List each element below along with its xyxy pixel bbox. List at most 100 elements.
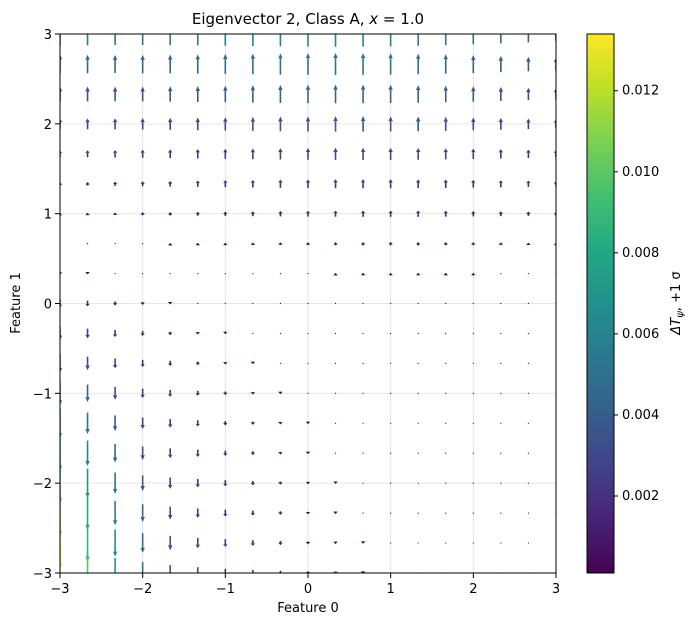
quiver-arrow	[85, 356, 90, 371]
quiver-arrow	[417, 362, 419, 365]
quiver-arrow	[417, 34, 419, 46]
quiver-arrow	[362, 422, 364, 424]
quiver-arrow	[500, 452, 502, 454]
quiver-arrow	[472, 452, 474, 454]
quiver-arrow	[85, 150, 90, 158]
quiver-arrow	[195, 537, 200, 549]
quiver-arrow	[360, 147, 366, 160]
quiver-arrow	[140, 417, 145, 430]
quiver-arrow	[390, 422, 392, 424]
quiver-arrow	[250, 53, 256, 75]
quiver-arrow	[445, 542, 447, 544]
quiver-arrow	[278, 84, 283, 103]
x-tick-label: 2	[469, 582, 477, 597]
quiver-arrow	[415, 116, 421, 132]
quiver-arrow	[252, 332, 254, 335]
quiver-arrow	[112, 301, 118, 306]
quiver-arrow	[333, 179, 338, 189]
quiver-arrow	[60, 326, 63, 341]
quiver-arrow	[415, 241, 421, 246]
quiver-arrow	[362, 452, 364, 454]
quiver-arrow	[389, 34, 392, 47]
quiver-arrow	[112, 443, 118, 463]
quiver-arrow	[223, 242, 228, 246]
quiver-arrow	[223, 539, 228, 547]
x-tick-label: 1	[387, 582, 395, 597]
quiver-arrow	[168, 535, 173, 551]
quiver-arrow	[444, 34, 447, 46]
quiver-arrow	[168, 360, 173, 366]
y-tick-label: 2	[44, 118, 52, 133]
quiver-arrow	[305, 451, 311, 455]
quiver-arrow	[140, 86, 145, 102]
quiver-arrow	[85, 496, 90, 530]
quiver-arrow	[333, 53, 338, 75]
x-axis-label: Feature 0	[277, 601, 339, 616]
colorbar-tick-label: 0.006	[622, 327, 659, 342]
quiver-arrow	[390, 542, 392, 544]
quiver-arrow	[417, 392, 419, 394]
quiver-arrow	[250, 540, 256, 546]
quiver-arrow	[443, 179, 448, 188]
quiver-arrow	[390, 512, 392, 514]
quiver-arrow	[498, 55, 504, 73]
quiver-arrow	[60, 435, 63, 471]
quiver-arrow	[223, 450, 228, 456]
colorbar-ticks: 0.002 0.004 0.006 0.008 0.010 0.012	[614, 84, 659, 504]
quiver-arrow	[362, 34, 364, 47]
quiver-arrow	[224, 302, 226, 305]
quiver-arrow	[500, 362, 502, 365]
quiver-arrow	[223, 509, 228, 517]
quiver-arrow	[195, 54, 200, 74]
quiver-arrow	[252, 34, 254, 47]
y-tick-label: 0	[44, 298, 52, 313]
quiver-arrow	[417, 542, 419, 544]
quiver-arrow	[307, 392, 309, 394]
quiver-arrow	[250, 179, 256, 188]
quiver-arrow	[417, 482, 419, 484]
quiver-arrow	[472, 362, 474, 365]
quiver-arrow	[86, 34, 89, 46]
quiver-arrow	[388, 53, 393, 75]
quiver-arrow	[85, 328, 90, 339]
quiver-arrow	[472, 512, 474, 514]
quiver-arrow	[169, 272, 171, 275]
colorbar-gradient	[586, 33, 615, 574]
quiver-arrow	[223, 148, 228, 159]
quiver-arrow	[278, 391, 283, 395]
quiver-arrow	[334, 452, 337, 454]
quiver-arrow	[168, 54, 173, 74]
quiver-arrow	[500, 482, 502, 484]
quiver-arrow	[112, 415, 118, 432]
quiver-arrow	[415, 210, 421, 217]
quiver-arrow	[527, 392, 529, 394]
quiver-arrow	[443, 272, 448, 276]
y-tick-label: −2	[33, 477, 52, 492]
colorbar-tick-label: 0.002	[622, 489, 659, 504]
quiver-arrow	[445, 392, 447, 394]
x-axis-ticks: −3 −2 −1 0 1 2 3	[50, 573, 560, 597]
quiver-arrow	[195, 211, 200, 216]
quiver-arrow	[333, 147, 338, 160]
quiver-arrow	[472, 392, 474, 394]
quiver-arrow	[307, 272, 309, 275]
quiver-arrow	[168, 86, 173, 102]
quiver-arrow	[307, 302, 309, 305]
quiver-arrow	[60, 182, 63, 186]
quiver-arrow	[60, 86, 63, 102]
quiver-arrow	[443, 85, 448, 103]
quiver-arrow	[362, 482, 364, 484]
quiver-arrow	[278, 53, 283, 75]
quiver-arrow	[195, 420, 200, 427]
quiver-arrow	[250, 242, 256, 245]
quiver-arrow	[307, 34, 309, 47]
quiver-arrow	[195, 332, 200, 335]
quiver-arrow	[85, 468, 90, 498]
quiver-arrow	[471, 148, 476, 159]
colorbar: 0.002 0.004 0.006 0.008 0.010 0.012 ΔTψ, +1 σ	[586, 33, 686, 574]
quiver-arrow	[223, 421, 228, 426]
quiver-arrow	[500, 34, 502, 44]
quiver-arrow	[472, 34, 475, 45]
quiver-arrow	[85, 181, 90, 186]
quiver-arrow	[334, 422, 337, 424]
